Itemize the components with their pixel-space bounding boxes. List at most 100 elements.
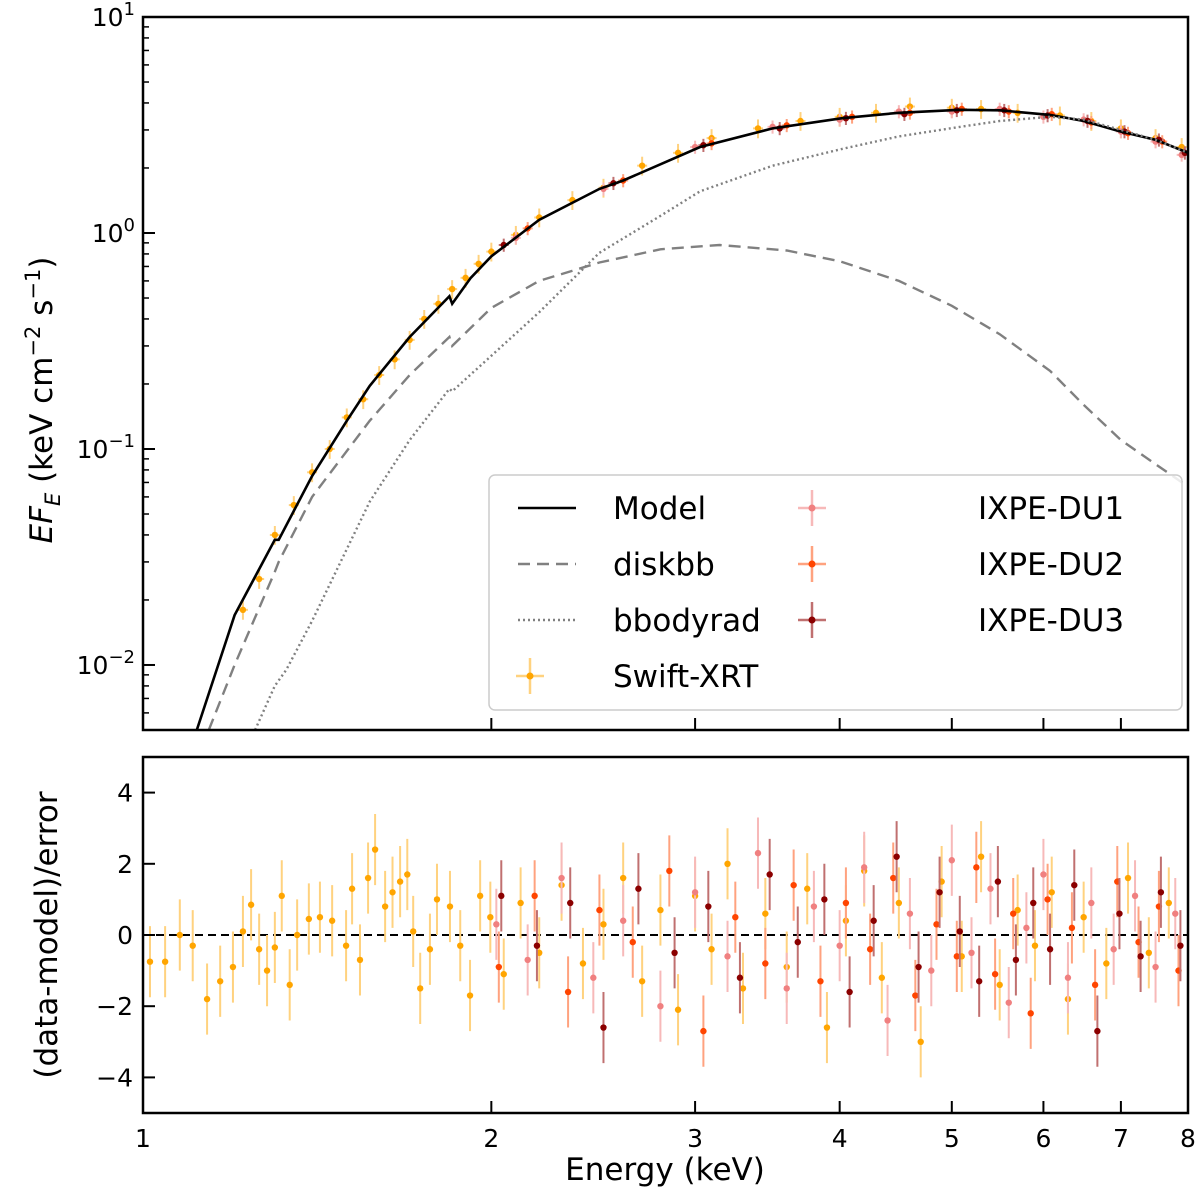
swift-xrt-residual-point xyxy=(328,917,336,924)
ixpe-du3-residual-point xyxy=(915,963,922,971)
x-tick-label: 7 xyxy=(1113,1124,1129,1153)
y-tick-label: 100 xyxy=(92,215,135,248)
y-axis-label-top: EFE (keV cm−2 s−1) xyxy=(21,257,65,544)
swift-xrt-data-point xyxy=(271,531,279,539)
ixpe-du2-residual-point xyxy=(596,906,603,914)
swift-xrt-residual-point xyxy=(1165,899,1172,907)
swift-xrt-residual-point xyxy=(396,878,404,885)
ixpe-du3-residual-point xyxy=(975,978,983,985)
swift-xrt-data-point xyxy=(638,162,646,169)
ixpe-du2-residual-point xyxy=(991,970,999,978)
ixpe-du1-residual-point xyxy=(1040,871,1047,878)
ixpe-du2-residual-point xyxy=(629,938,636,946)
ixpe-du1-residual-point xyxy=(860,864,868,871)
legend-label-ixpe-du3: IXPE-DU3 xyxy=(978,603,1124,639)
swift-xrt-data-point xyxy=(255,575,263,583)
legend-label-diskbb: diskbb xyxy=(613,547,715,583)
ixpe-du1-residual-point xyxy=(1088,899,1095,907)
ixpe-du1-residual-point xyxy=(968,949,975,956)
swift-xrt-residual-point xyxy=(239,928,247,935)
ixpe-du3-residual-point xyxy=(600,1024,607,1031)
swift-xrt-data-point xyxy=(754,125,762,132)
ixpe-du1-residual-point xyxy=(524,956,531,964)
ixpe-du2-residual-point xyxy=(1091,981,1099,989)
ixpe-du2-residual-point xyxy=(912,992,919,999)
swift-xrt-residual-point xyxy=(433,896,441,903)
swift-xrt-residual-point xyxy=(305,915,313,923)
x-tick-label: 8 xyxy=(1180,1124,1196,1153)
ixpe-du1-residual-point xyxy=(619,917,627,924)
ixpe-du3-residual-point xyxy=(1094,1027,1101,1035)
y-tick-label: 0 xyxy=(117,921,133,950)
swift-xrt-residual-point xyxy=(404,871,411,878)
ixpe-du2-residual-point xyxy=(790,881,797,889)
legend-label-ixpe-du1: IXPE-DU1 xyxy=(978,491,1124,527)
x-tick-label: 3 xyxy=(687,1124,703,1153)
legend-box xyxy=(488,474,1183,711)
swift-xrt-residual-point xyxy=(823,1024,831,1031)
ixpe-du1-residual-point xyxy=(558,874,565,882)
swift-xrt-residual-point xyxy=(619,874,627,882)
swift-xrt-residual-point xyxy=(1014,906,1021,914)
bbodyrad-curve xyxy=(254,115,1188,730)
ixpe-du1-residual-point xyxy=(1152,963,1159,971)
ixpe-du2-residual-point xyxy=(1027,1010,1034,1017)
swift-xrt-residual-point xyxy=(996,981,1003,989)
swift-xrt-residual-point xyxy=(176,931,184,939)
swift-xrt-residual-point xyxy=(708,946,715,953)
swift-xrt-residual-point xyxy=(356,956,364,964)
swift-xrt-data-point xyxy=(797,117,804,125)
ixpe-du1-residual-point xyxy=(657,1003,664,1010)
ixpe-du2-residual-point xyxy=(732,914,739,921)
swift-xrt-data-point xyxy=(475,260,482,268)
ixpe-du3-residual-point xyxy=(1071,881,1078,889)
legend-label-ixpe-du2: IXPE-DU2 xyxy=(978,547,1124,583)
ixpe-du2-residual-point xyxy=(890,874,897,882)
swift-xrt-residual-point xyxy=(739,985,747,992)
y-axis-label-bottom: (data-model)/error xyxy=(29,791,65,1078)
ixpe-du3-residual-point xyxy=(671,949,678,956)
model-curve xyxy=(195,108,1188,730)
legend: Model diskbb bbodyrad Swift-XRT IXPE-DU1 IXPE… xyxy=(488,474,1183,711)
ixpe-du1-residual-point xyxy=(987,885,994,892)
swift-xrt-residual-point xyxy=(203,995,211,1003)
swift-xrt-residual-point xyxy=(286,981,293,989)
swift-xrt-residual-point xyxy=(342,942,350,949)
swift-xrt-residual-point xyxy=(161,958,169,965)
spectrum-frame xyxy=(141,15,1190,732)
ixpe-du3-residual-point xyxy=(635,885,642,892)
swift-xrt-residual-point xyxy=(348,885,356,892)
spectrum-plot-area xyxy=(195,97,1188,730)
ixpe-du2-residual-point xyxy=(933,921,940,928)
ixpe-du1-residual-point xyxy=(493,921,500,928)
legend-label-swift-xrt: Swift-XRT xyxy=(613,659,759,695)
ixpe-du2-residual-point xyxy=(700,1027,707,1035)
swift-xrt-data-point xyxy=(448,285,456,293)
ixpe-du2-residual-point xyxy=(1068,924,1076,932)
swift-xrt-residual-point xyxy=(895,899,903,907)
x-tick-label: 6 xyxy=(1035,1124,1051,1153)
ixpe-du2-residual-point xyxy=(1044,896,1051,903)
swift-xrt-residual-point xyxy=(278,892,285,900)
ixpe-du3-residual-point xyxy=(736,974,744,981)
swift-xrt-residual-point xyxy=(1031,942,1039,949)
legend-marker xyxy=(808,616,816,624)
swift-xrt-residual-point xyxy=(674,1006,682,1013)
legend-marker xyxy=(526,672,534,680)
swift-xrt-residual-point xyxy=(600,921,607,928)
swift-xrt-residual-point xyxy=(487,914,494,921)
ixpe-du2-residual-point xyxy=(666,867,673,875)
legend-marker xyxy=(808,504,816,512)
ixpe-du2-residual-point xyxy=(564,988,572,996)
swift-xrt-residual-point xyxy=(371,846,379,853)
y-tick-label: 2 xyxy=(117,850,133,879)
swift-xrt-residual-point xyxy=(579,960,587,967)
residual-panel: 1 2 3 4 5 6 7 8 4 2 0 −2 −4 xyxy=(96,755,1196,1153)
swift-xrt-residual-point xyxy=(657,906,664,914)
swift-xrt-data-point xyxy=(674,149,682,157)
ixpe-du2-residual-point xyxy=(842,899,850,907)
residual-plot-area xyxy=(143,813,1188,1078)
ixpe-du1-residual-point xyxy=(884,1017,891,1024)
ixpe-du1-residual-point xyxy=(906,910,914,917)
swift-xrt-residual-point xyxy=(364,874,372,882)
